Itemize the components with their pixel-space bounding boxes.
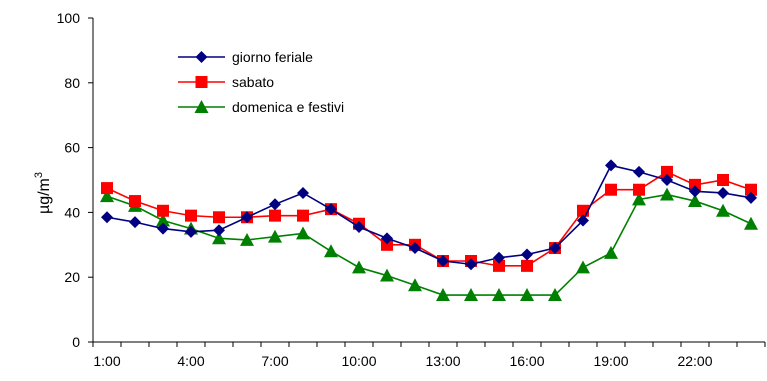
legend-item: sabato: [178, 74, 274, 90]
series-line: [106, 193, 752, 296]
data-point: [661, 174, 673, 186]
data-point: [632, 192, 646, 206]
data-point: [437, 255, 449, 267]
y-axis-label: µg/m3: [33, 172, 53, 214]
x-tick-label: 1:00: [93, 353, 120, 369]
data-point: [521, 248, 533, 261]
data-point: [689, 185, 701, 198]
legend-marker: [195, 51, 208, 63]
data-point: [436, 288, 450, 301]
data-point: [688, 194, 702, 208]
data-point: [185, 225, 197, 238]
legend-label: sabato: [232, 74, 274, 90]
data-point: [268, 229, 282, 243]
data-point: [324, 244, 338, 258]
data-point: [717, 186, 729, 199]
data-point: [101, 182, 113, 195]
data-point: [240, 232, 254, 246]
y-tick-label: 40: [64, 204, 80, 220]
data-point: [241, 211, 253, 224]
data-point: [352, 260, 366, 274]
data-point: [493, 259, 505, 272]
x-tick-label: 22:00: [677, 353, 712, 369]
data-point: [716, 203, 730, 217]
data-point: [633, 165, 645, 178]
data-point: [297, 209, 309, 222]
data-point: [297, 186, 309, 199]
legend-marker: [195, 76, 208, 88]
x-tick-label: 7:00: [261, 353, 288, 369]
data-point: [129, 195, 141, 208]
series: [100, 159, 758, 301]
data-point: [745, 191, 757, 204]
data-point: [605, 159, 617, 172]
data-point: [492, 288, 506, 301]
x-tick-label: 13:00: [425, 353, 460, 369]
data-point: [521, 259, 533, 272]
legend-item: domenica e festivi: [178, 99, 344, 115]
data-point: [213, 211, 225, 224]
data-point: [464, 288, 478, 301]
data-point: [213, 224, 225, 237]
data-point: [269, 198, 281, 211]
data-point: [156, 213, 170, 227]
data-point: [605, 183, 617, 196]
series-giorno-feriale: [101, 159, 757, 271]
data-point: [689, 178, 701, 191]
legend-item: giorno feriale: [178, 49, 313, 65]
data-point: [576, 260, 590, 274]
data-point: [325, 203, 337, 216]
data-point: [661, 165, 673, 178]
data-point: [380, 268, 394, 282]
series-domenica-e-festivi: [100, 187, 758, 301]
ticks: 0 20 40 60 80 100 1:00 4:00 7:00 10:00 13:00 16:00 1…: [57, 10, 766, 369]
data-point: [465, 258, 477, 271]
data-point: [520, 288, 534, 301]
series-sabato: [101, 165, 757, 272]
legend-marker: [194, 100, 209, 113]
data-point: [660, 187, 674, 201]
x-tick-label: 4:00: [177, 353, 204, 369]
y-tick-label: 80: [64, 75, 80, 91]
data-point: [493, 251, 505, 264]
data-point: [185, 209, 197, 222]
data-point: [101, 211, 113, 224]
legend-label: domenica e festivi: [232, 99, 344, 115]
data-point: [577, 214, 589, 227]
data-point: [408, 278, 422, 292]
data-point: [409, 242, 421, 255]
data-point: [129, 216, 141, 229]
data-point: [745, 183, 757, 196]
data-point: [157, 204, 169, 217]
y-tick-label: 20: [64, 269, 80, 285]
data-point: [212, 231, 226, 245]
x-tick-label: 19:00: [593, 353, 628, 369]
data-point: [157, 222, 169, 235]
data-point: [604, 245, 618, 259]
data-point: [353, 220, 365, 233]
y-tick-label: 60: [64, 140, 80, 156]
data-point: [549, 242, 561, 255]
data-point: [381, 238, 393, 251]
data-point: [100, 189, 114, 203]
data-point: [269, 209, 281, 222]
y-tick-label: 0: [72, 334, 80, 350]
data-point: [744, 216, 758, 230]
legend-label: giorno feriale: [232, 49, 313, 65]
y-tick-label: 100: [57, 10, 81, 26]
data-point: [633, 183, 645, 196]
legend: giorno feriale sabato domenica e festivi: [178, 49, 344, 115]
series-line: [106, 170, 752, 267]
x-tick-label: 10:00: [341, 353, 376, 369]
x-tick-label: 16:00: [509, 353, 544, 369]
data-point: [296, 226, 310, 240]
data-point: [548, 288, 562, 301]
data-point: [381, 232, 393, 245]
data-point: [717, 174, 729, 186]
